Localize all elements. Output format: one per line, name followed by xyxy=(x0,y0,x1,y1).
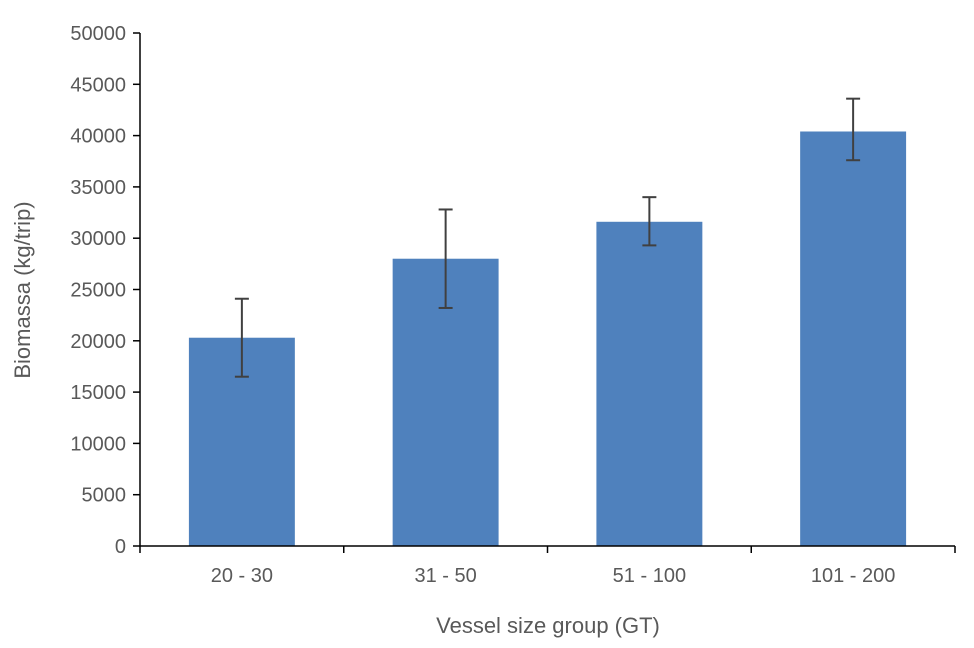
bar xyxy=(596,221,703,546)
y-tick-label: 10000 xyxy=(70,433,126,455)
y-tick-label: 50000 xyxy=(70,23,126,45)
bars-group xyxy=(188,131,907,546)
y-axis: 0 5000 10000 15000 20000 25000 30000 35000 40000… xyxy=(70,23,141,558)
x-tick-label: 51 - 100 xyxy=(613,565,686,587)
x-tick-label: 31 - 50 xyxy=(414,565,476,587)
bar xyxy=(800,131,907,546)
y-tick-label: 15000 xyxy=(70,382,126,404)
error-bars-group xyxy=(234,97,861,378)
x-axis-title: Vessel size group (GT) xyxy=(436,613,660,638)
y-axis-title: Biomassa (kg/trip) xyxy=(10,201,35,378)
y-tick-label: 5000 xyxy=(82,485,127,507)
y-tick-label: 45000 xyxy=(70,74,126,96)
y-tick-label: 20000 xyxy=(70,331,126,353)
y-tick-label: 30000 xyxy=(70,228,126,250)
x-tick-label: 20 - 30 xyxy=(211,565,273,587)
y-tick-label: 40000 xyxy=(70,126,126,148)
x-axis: 20 - 30 31 - 50 51 - 100 101 - 200 xyxy=(139,545,956,587)
y-tick-label: 35000 xyxy=(70,177,126,199)
y-tick-label: 0 xyxy=(115,536,126,558)
y-tick-label: 25000 xyxy=(70,280,126,302)
x-tick-label: 101 - 200 xyxy=(811,565,896,587)
